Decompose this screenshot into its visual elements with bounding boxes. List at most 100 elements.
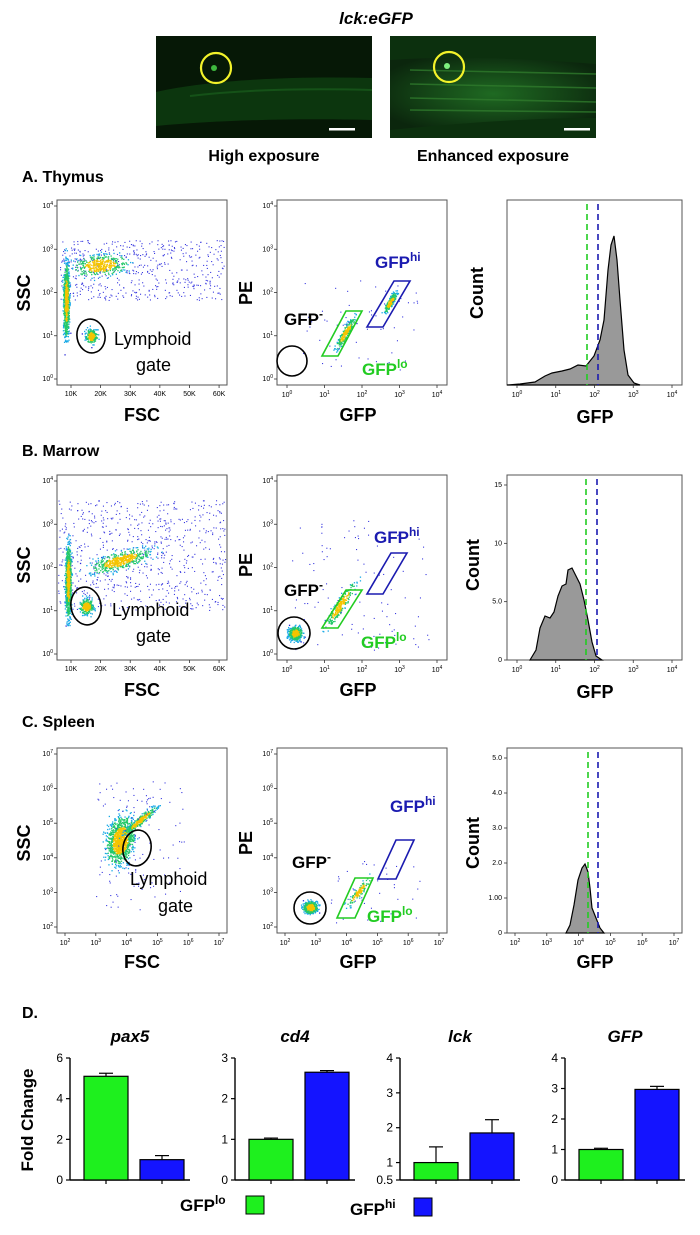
event-dot	[64, 565, 66, 567]
event-dot	[136, 558, 138, 560]
event-dot	[68, 310, 70, 312]
event-dot	[344, 327, 346, 329]
event-dot	[77, 587, 79, 589]
event-dot	[198, 257, 200, 259]
event-dot	[387, 362, 389, 364]
event-dot	[109, 533, 111, 535]
event-dot	[204, 558, 206, 560]
event-dot	[63, 325, 65, 327]
event-dot	[69, 557, 71, 559]
event-dot	[83, 277, 86, 279]
event-dot	[395, 298, 397, 300]
event-dot	[84, 543, 86, 545]
event-dot	[69, 568, 71, 570]
event-dot	[89, 608, 91, 610]
event-dot	[128, 561, 130, 563]
event-dot	[134, 291, 136, 293]
event-dot	[116, 565, 118, 567]
event-dot	[140, 264, 142, 266]
event-dot	[304, 283, 306, 285]
event-dot	[130, 552, 132, 554]
event-dot	[165, 601, 167, 603]
event-dot	[215, 504, 217, 506]
event-dot	[132, 552, 134, 555]
event-dot	[101, 520, 103, 522]
event-dot	[64, 249, 66, 252]
event-dot	[97, 586, 99, 588]
event-dot	[67, 298, 70, 300]
event-dot	[221, 570, 223, 572]
event-dot	[101, 568, 103, 570]
event-dot	[348, 327, 351, 329]
event-dot	[216, 285, 218, 287]
event-dot	[209, 512, 211, 514]
event-dot	[93, 609, 95, 611]
event-dot	[100, 560, 102, 562]
event-dot	[184, 535, 186, 537]
event-dot	[389, 299, 391, 301]
event-dot	[145, 550, 147, 553]
event-dot	[65, 329, 67, 331]
event-dot	[96, 504, 98, 506]
event-dot	[161, 555, 163, 557]
event-dot	[187, 279, 189, 281]
event-dot	[137, 539, 139, 541]
event-dot	[95, 338, 97, 341]
event-dot	[62, 303, 65, 305]
event-dot	[367, 358, 369, 360]
event-dot	[124, 559, 126, 562]
event-dot	[90, 338, 93, 340]
event-dot	[89, 602, 91, 604]
event-dot	[336, 324, 338, 326]
event-dot	[171, 245, 173, 247]
event-dot	[66, 302, 69, 304]
event-dot	[89, 254, 91, 257]
event-dot	[67, 551, 69, 553]
event-dot	[58, 574, 60, 576]
event-dot	[108, 566, 110, 568]
event-dot	[88, 605, 90, 608]
event-dot	[182, 537, 184, 539]
event-dot	[86, 327, 89, 329]
event-dot	[142, 503, 144, 505]
event-dot	[67, 288, 69, 290]
event-dot	[104, 563, 106, 565]
lymphoid-gate-thymus	[76, 318, 106, 354]
event-dot	[120, 506, 122, 508]
event-dot	[107, 256, 109, 258]
event-dot	[60, 547, 62, 549]
event-dot	[92, 257, 94, 259]
event-dot	[110, 263, 112, 265]
event-dot	[145, 562, 147, 565]
event-dot	[78, 263, 80, 265]
event-dot	[95, 521, 97, 523]
event-dot	[108, 570, 110, 572]
event-dot	[160, 247, 162, 249]
event-dot	[186, 261, 188, 263]
event-dot	[72, 276, 74, 278]
event-dot	[101, 258, 103, 260]
event-dot	[62, 334, 65, 336]
event-dot	[85, 614, 87, 616]
event-dot	[111, 560, 113, 562]
event-dot	[150, 557, 152, 559]
event-dot	[68, 533, 70, 535]
event-dot	[162, 583, 164, 585]
event-dot	[83, 254, 85, 256]
event-dot	[65, 572, 67, 574]
event-dot	[96, 336, 98, 338]
event-dot	[105, 595, 107, 597]
event-dot	[206, 512, 208, 514]
event-dot	[92, 338, 94, 340]
event-dot	[91, 573, 94, 575]
event-dot	[66, 326, 68, 329]
caption-enhanced-exposure: Enhanced exposure	[417, 148, 569, 165]
event-dot	[220, 257, 222, 259]
event-dot	[155, 584, 157, 586]
event-dot	[94, 266, 97, 268]
event-dot	[68, 297, 70, 299]
event-dot	[73, 603, 75, 605]
event-dot	[65, 599, 67, 601]
event-dot	[67, 590, 69, 592]
event-dot	[77, 547, 79, 549]
